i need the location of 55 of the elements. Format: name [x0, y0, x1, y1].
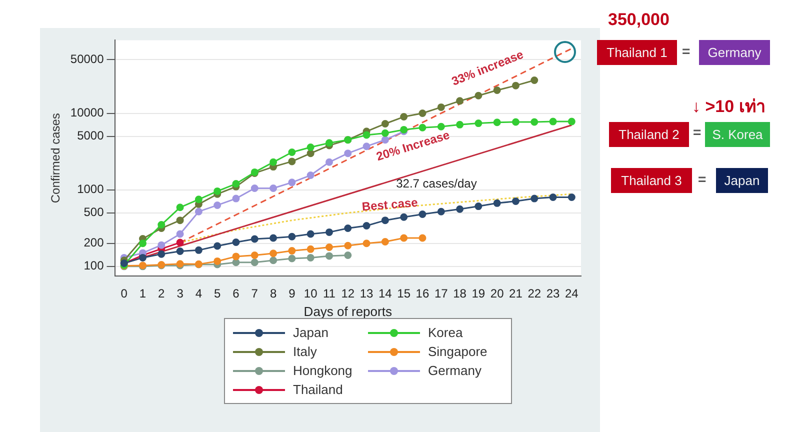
x-tick-label: 2: [158, 286, 166, 301]
x-tick-label: 13: [360, 286, 374, 301]
x-tick-label: 4: [195, 286, 202, 301]
x-tick-label: 6: [232, 286, 240, 301]
y-tick-label: 10000: [70, 106, 104, 120]
y-axis-title: Confirmed cases: [48, 113, 63, 204]
annotation: 32.7 cases/day: [396, 176, 477, 190]
legend-label: Italy: [293, 344, 317, 359]
text: Thailand 3: [611, 168, 692, 193]
text: ↓ >10 เท่า: [692, 96, 766, 118]
text: Thailand 2: [609, 122, 689, 147]
x-tick-label: 9: [288, 286, 296, 301]
x-tick-label: 0: [120, 286, 128, 301]
text: =: [682, 43, 690, 59]
legend-label: Japan: [293, 325, 328, 340]
x-tick-label: 11: [323, 286, 336, 301]
text: Japan: [716, 168, 768, 193]
x-tick-label: 21: [509, 286, 523, 301]
annotation: 20% Increase: [374, 128, 452, 164]
x-tick-label: 14: [378, 286, 392, 301]
x-axis-title: Days of reports: [304, 304, 392, 319]
x-tick-label: 3: [176, 286, 184, 301]
y-tick-label: 100: [84, 258, 104, 273]
x-tick-label: 10: [304, 286, 318, 301]
legend-label: Hongkong: [293, 363, 352, 378]
annotation: Best case: [361, 195, 419, 214]
text: S. Korea: [705, 122, 770, 147]
legend-label: Korea: [428, 325, 463, 340]
x-tick-label: 19: [472, 286, 486, 301]
x-tick-label: 16: [416, 286, 430, 301]
text: 350,000: [608, 10, 670, 30]
x-tick-label: 24: [564, 286, 579, 301]
legend-label: Thailand: [293, 382, 343, 397]
text: =: [693, 124, 702, 140]
x-tick-label: 18: [453, 286, 467, 301]
y-tick-label: 200: [84, 236, 104, 250]
x-tick-label: 15: [397, 286, 411, 301]
x-tick-label: 17: [434, 286, 448, 301]
x-tick-label: 12: [341, 286, 355, 301]
text: Thailand 1: [597, 40, 677, 65]
text: =: [698, 171, 706, 187]
x-tick-label: 20: [490, 286, 504, 301]
x-tick-label: 22: [528, 286, 542, 301]
x-tick-label: 8: [270, 286, 277, 301]
y-tick-label: 5000: [77, 128, 104, 143]
x-tick-label: 5: [214, 286, 221, 301]
legend-label: Singapore: [428, 344, 488, 359]
y-tick-label: 1000: [77, 182, 104, 196]
y-tick-label: 50000: [70, 52, 104, 66]
text: Germany: [699, 40, 770, 65]
y-tick-label: 500: [84, 205, 104, 220]
x-tick-label: 23: [546, 286, 560, 301]
x-tick-label: 7: [251, 286, 258, 301]
legend-label: Germany: [428, 363, 482, 378]
x-tick-label: 1: [139, 286, 146, 301]
